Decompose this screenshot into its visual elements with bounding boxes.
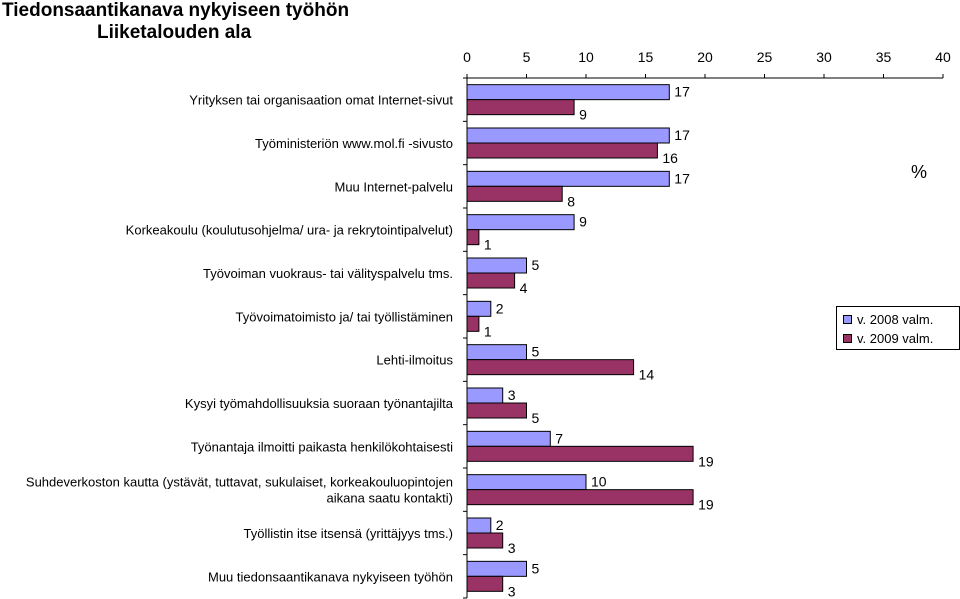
category-label: Muu Internet-palvelu [334,179,453,194]
category-label: Työnantaja ilmoitti paikasta henkilökoht… [191,439,453,454]
x-tick-label: 10 [578,49,594,65]
bar-2009 [466,359,635,376]
category-label: Työllistin itse itsensä (yrittäjyys tms.… [244,526,454,541]
data-label-2009: 19 [698,453,714,469]
category-label: Työvoimatoimisto ja/ tai työllistäminen [236,309,453,324]
data-label-2009: 5 [532,410,540,426]
bar-2009 [466,99,575,116]
bar-2009 [466,229,480,246]
bar-2009 [466,315,480,332]
data-label-2008: 2 [496,300,504,316]
bar-2009 [466,445,694,462]
data-label-2008: 9 [579,214,587,230]
data-label-2008: 5 [532,257,540,273]
chart-title: Tiedonsaantikanava nykyiseen työhön [2,0,350,21]
x-tick-label: 0 [463,49,471,65]
bar-2008 [466,214,575,231]
legend-item-2008: v. 2008 valm. [843,311,933,327]
category-label: Suhdeverkoston kautta (ystävät, tuttavat… [26,475,453,490]
bar-2008 [466,560,527,577]
category-label: Työministeriön www.mol.fi -sivusto [255,136,453,151]
bar-2009 [466,402,527,419]
bar-2008 [466,300,492,317]
chart-subtitle: Liiketalouden ala [97,22,252,43]
x-tick-label: 30 [816,49,832,65]
category-label: aikana saatu kontakti) [327,491,453,506]
x-tick-label: 40 [935,49,951,65]
data-label-2008: 7 [555,430,563,446]
category-label: Korkeakoulu (koulutusohjelma/ ura- ja re… [126,223,453,238]
category-label: Lehti-ilmoitus [376,353,453,368]
x-tick-label: 5 [523,49,531,65]
category-label: Työvoiman vuokraus- tai välityspalvelu t… [203,266,453,281]
bar-2008 [466,517,492,534]
legend-swatch-2009 [843,333,852,343]
bar-2009 [466,142,658,159]
bar-2009 [466,272,516,289]
data-label-2009: 9 [579,107,587,123]
bar-2008 [466,430,551,447]
data-label-2009: 4 [520,280,528,296]
bar-2008 [466,257,527,274]
data-label-2008: 3 [508,387,516,403]
category-label: Muu tiedonsaantikanava nykyiseen työhön [208,569,453,584]
data-label-2008: 2 [496,517,504,533]
bar-2008 [466,127,670,144]
data-label-2008: 17 [674,170,690,186]
bar-2008 [466,84,670,101]
data-label-2008: 10 [591,474,607,490]
bar-2008 [466,474,587,491]
legend-swatch-2008 [843,314,852,324]
category-label: Yrityksen tai organisaation omat Interne… [189,93,453,108]
data-label-2008: 5 [532,560,540,576]
data-label-2008: 17 [674,84,690,100]
unit-label: % [911,162,928,182]
bar-2009 [466,489,694,506]
data-label-2009: 16 [662,150,678,166]
bar-2008 [466,387,504,404]
x-tick-label: 35 [876,49,892,65]
x-tick-label: 20 [697,49,713,65]
bar-2008 [466,344,527,361]
data-label-2009: 1 [484,323,492,339]
bar-2008 [466,170,670,187]
data-label-2009: 14 [639,367,655,383]
data-label-2009: 3 [508,540,516,556]
data-label-2009: 8 [567,193,575,209]
legend-item-2009: v. 2009 valm. [843,330,933,346]
bar-2009 [466,575,504,592]
data-label-2008: 5 [532,344,540,360]
data-label-2009: 19 [698,497,714,513]
category-label: Kysyi työmahdollisuuksia suoraan työnant… [185,396,454,411]
data-label-2009: 3 [508,583,516,599]
legend-label-2008: v. 2008 valm. [857,311,934,327]
data-label-2008: 17 [674,127,690,143]
x-tick-label: 25 [757,49,773,65]
legend-label-2009: v. 2009 valm. [857,330,934,346]
legend: v. 2008 valm. v. 2009 valm. [836,306,960,350]
bar-2009 [466,185,563,202]
data-label-2009: 1 [484,237,492,253]
bar-2009 [466,532,504,549]
x-tick-label: 15 [638,49,654,65]
